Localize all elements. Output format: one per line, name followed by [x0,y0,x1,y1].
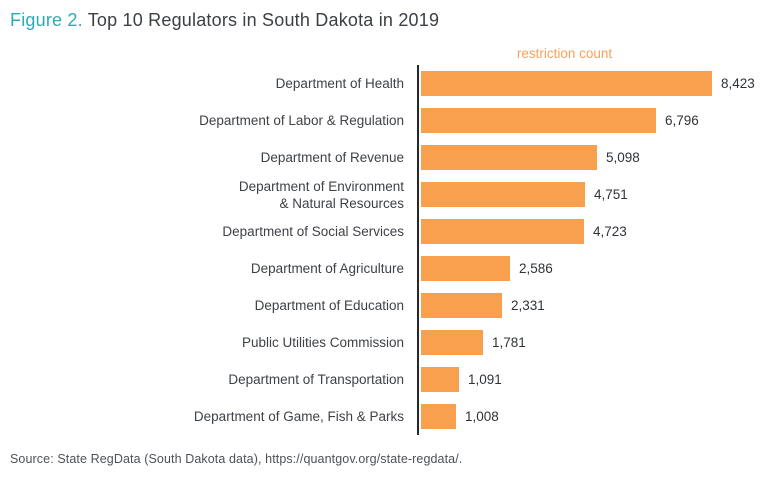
category-label: Department of Agriculture [250,261,404,276]
bar-area: 4,723 [417,213,768,250]
chart-row: Department of Environment & Natural Reso… [0,176,768,213]
value-label: 1,008 [465,409,499,424]
chart-row: Department of Game, Fish & Parks 1,008 [0,398,768,435]
chart-row: Public Utilities Commission 1,781 [0,324,768,361]
bar [421,367,459,392]
value-label: 6,796 [665,113,699,128]
value-label: 1,091 [468,372,502,387]
chart-row: Department of Education 2,331 [0,287,768,324]
bar [421,330,483,355]
bar [421,71,712,96]
value-label: 4,751 [594,187,628,202]
category-label: Department of Game, Fish & Parks [193,409,404,424]
chart-row: Department of Social Services 4,723 [0,213,768,250]
value-label: 1,781 [492,335,526,350]
chart-row: Department of Agriculture 2,586 [0,250,768,287]
bar-area: 6,796 [417,102,768,139]
chart-row: Department of Health 8,423 [0,65,768,102]
figure: Figure 2. Top 10 Regulators in South Dak… [0,9,768,489]
chart-row: Department of Revenue 5,098 [0,139,768,176]
legend-label: restriction count [516,46,613,61]
figure-label: Figure 2. [10,10,83,30]
category-label: Department of Education [254,298,404,313]
bar-area: 1,091 [417,361,768,398]
figure-title: Figure 2. Top 10 Regulators in South Dak… [10,9,768,31]
chart-rows: Department of Health 8,423 Department of L… [0,65,768,435]
bar-area: 4,751 [417,176,768,213]
value-label: 5,098 [606,150,640,165]
value-label: 2,586 [519,261,553,276]
value-label: 2,331 [511,298,545,313]
bar-area: 2,586 [417,250,768,287]
category-label: Public Utilities Commission [241,335,404,350]
category-label: Department of Health [275,76,404,91]
bar-area: 5,098 [417,139,768,176]
chart-row: Department of Transportation 1,091 [0,361,768,398]
source-note: Source: State RegData (South Dakota data… [10,452,463,466]
category-label: Department of Social Services [222,224,404,239]
bar-area: 2,331 [417,287,768,324]
value-label: 4,723 [593,224,627,239]
bar [421,145,597,170]
legend: restriction count [419,46,710,62]
category-label: Department of Transportation [228,372,404,387]
bar [421,182,585,207]
bar [421,293,502,318]
bar [421,404,456,429]
bar-area: 8,423 [417,65,768,102]
bar [421,108,656,133]
bar-area: 1,008 [417,398,768,435]
bar-area: 1,781 [417,324,768,361]
category-label: Department of Revenue [260,150,404,165]
chart-row: Department of Labor & Regulation 6,796 [0,102,768,139]
value-label: 8,423 [721,76,755,91]
bar [421,219,584,244]
category-label: Department of Environment & Natural Reso… [238,178,404,211]
bar [421,256,510,281]
category-label: Department of Labor & Regulation [199,113,404,128]
title-text: Top 10 Regulators in South Dakota in 201… [87,10,440,30]
